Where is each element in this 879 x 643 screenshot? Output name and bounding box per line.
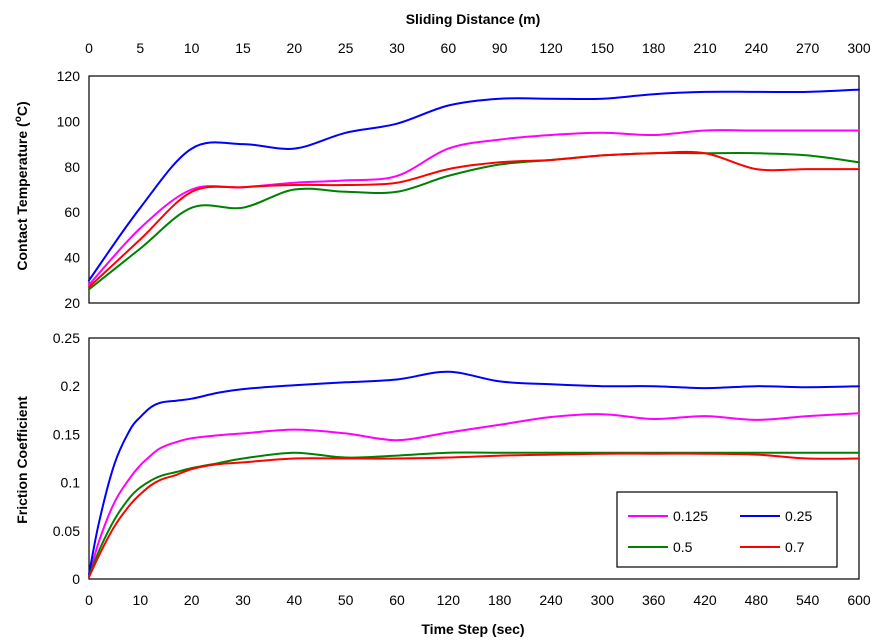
top-y-tick-label: 100 (57, 113, 81, 129)
top-series-0_5 (88, 152, 860, 291)
bottom-x-tick-label: 240 (539, 592, 563, 608)
top-x-tick-label: 90 (492, 40, 508, 56)
bottom-y-tick-label: 0.15 (53, 426, 80, 442)
top-series-group (88, 88, 860, 291)
top-x-tick-label: 10 (184, 40, 200, 56)
bottom-x-tick-label: 60 (389, 592, 405, 608)
bottom-x-tick-label: 0 (85, 592, 93, 608)
top-x-axis-title: Sliding Distance (m) (406, 11, 541, 27)
top-x-tick-label: 25 (338, 40, 354, 56)
legend: 0.125 0.25 0.5 0.7 (616, 491, 838, 568)
bottom-x-tick-label: 180 (488, 592, 512, 608)
bottom-x-tick-label: 480 (745, 592, 769, 608)
top-x-tick-label: 60 (441, 40, 457, 56)
legend-box (616, 491, 838, 568)
legend-label: 0.5 (673, 539, 693, 555)
top-y-axis-title: Contact Temperature (oC) (13, 101, 30, 270)
bottom-y-tick-label: 0.25 (53, 330, 80, 346)
bottom-x-tick-label: 50 (338, 592, 354, 608)
top-x-tick-label: 300 (847, 40, 871, 56)
top-x-tick-label: 20 (287, 40, 303, 56)
bottom-series-0_25 (88, 370, 860, 576)
bottom-y-tick-label: 0.1 (61, 475, 81, 491)
legend-label: 0.7 (785, 539, 805, 555)
top-y-tick-label: 60 (64, 204, 80, 220)
top-y-ticks: 20 40 60 80 100 120 (57, 68, 81, 311)
top-plot-area (88, 75, 860, 304)
top-y-tick-label: 120 (57, 68, 81, 84)
top-y-tick-label: 20 (64, 295, 80, 311)
bottom-x-tick-label: 10 (133, 592, 149, 608)
bottom-x-tick-label: 40 (287, 592, 303, 608)
legend-items: 0.125 0.25 0.5 0.7 (628, 508, 812, 555)
bottom-panel: 0 0.05 0.1 0.15 0.2 0.25 0 10 20 30 40 50 60 120 180 2… (14, 330, 871, 637)
bottom-x-tick-label: 360 (642, 592, 666, 608)
bottom-x-tick-label: 120 (437, 592, 461, 608)
legend-label: 0.25 (785, 508, 812, 524)
top-x-tick-label: 210 (693, 40, 717, 56)
top-x-ticks: 0 5 10 15 20 25 30 60 90 120 150 180 210 240 270 300 (85, 40, 871, 56)
top-x-tick-label: 120 (539, 40, 563, 56)
bottom-x-axis-title: Time Step (sec) (421, 621, 524, 637)
bottom-y-ticks: 0 0.05 0.1 0.15 0.2 0.25 (53, 330, 80, 587)
bottom-x-tick-label: 540 (796, 592, 820, 608)
top-y-tick-label: 40 (64, 250, 80, 266)
bottom-y-axis-title: Friction Coefficient (14, 396, 30, 524)
top-x-tick-label: 30 (389, 40, 405, 56)
top-x-tick-label: 150 (591, 40, 615, 56)
bottom-series-0_7 (88, 452, 860, 579)
top-x-tick-label: 270 (796, 40, 820, 56)
top-series-0_7 (88, 150, 860, 289)
bottom-x-tick-label: 600 (847, 592, 871, 608)
top-x-tick-label: 240 (745, 40, 769, 56)
bottom-x-tick-label: 20 (184, 592, 200, 608)
top-x-tick-label: 180 (642, 40, 666, 56)
top-x-tick-label: 15 (235, 40, 251, 56)
bottom-x-ticks: 0 10 20 30 40 50 60 120 180 240 300 360 420 480 540 600 (85, 592, 871, 608)
top-x-tick-label: 0 (85, 40, 93, 56)
bottom-x-tick-label: 420 (693, 592, 717, 608)
top-panel: 20 40 60 80 100 120 Contact Temperature (oC) (13, 68, 860, 311)
bottom-series-group (88, 370, 860, 579)
top-series-0_25 (88, 88, 860, 282)
bottom-series-0_125 (88, 412, 860, 578)
top-x-tick-label: 5 (136, 40, 144, 56)
top-y-tick-label: 80 (64, 159, 80, 175)
bottom-y-tick-label: 0 (72, 571, 80, 587)
bottom-x-tick-label: 30 (235, 592, 251, 608)
legend-label: 0.125 (673, 508, 708, 524)
bottom-y-tick-label: 0.05 (53, 523, 80, 539)
bottom-x-tick-label: 300 (591, 592, 615, 608)
bottom-y-tick-label: 0.2 (61, 378, 81, 394)
